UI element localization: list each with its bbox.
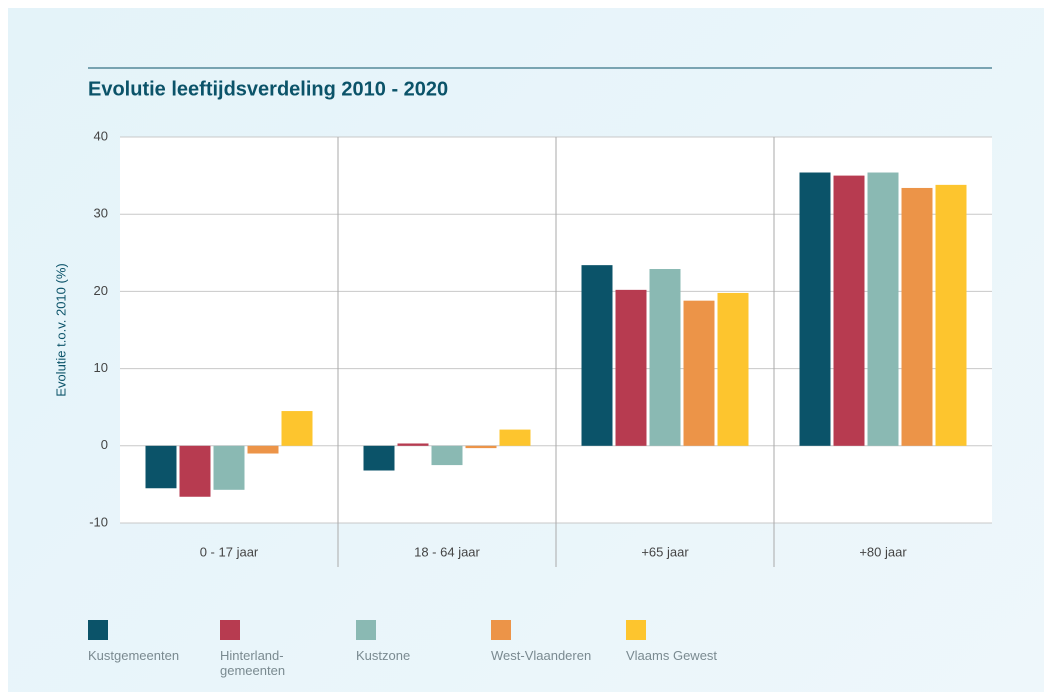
legend-label: Kustgemeenten bbox=[88, 648, 180, 663]
legend-label: Kustzone bbox=[356, 648, 411, 663]
legend-swatch bbox=[356, 620, 376, 640]
legend-item: West-Vlaanderen bbox=[491, 620, 611, 663]
x-tick-label: 18 - 64 jaar bbox=[414, 544, 480, 559]
x-tick-label: 0 - 17 jaar bbox=[200, 544, 259, 559]
bar bbox=[717, 292, 749, 446]
legend-label: Hinterland-gemeenten bbox=[220, 648, 286, 678]
bar bbox=[935, 184, 967, 446]
bar bbox=[431, 445, 463, 466]
bar bbox=[615, 289, 647, 446]
bar bbox=[281, 411, 313, 446]
bar bbox=[799, 172, 831, 446]
legend-label: West-Vlaanderen bbox=[491, 648, 592, 663]
bar bbox=[683, 300, 715, 446]
y-tick-label: 20 bbox=[94, 283, 108, 298]
bar bbox=[179, 445, 211, 497]
legend-swatch bbox=[491, 620, 511, 640]
bar bbox=[499, 429, 531, 446]
bar bbox=[397, 443, 429, 446]
y-tick-label: 40 bbox=[94, 128, 108, 143]
x-tick-label: +80 jaar bbox=[859, 544, 907, 559]
y-tick-label: 0 bbox=[101, 437, 108, 452]
bar bbox=[247, 445, 279, 454]
legend-swatch bbox=[220, 620, 240, 640]
legend-item: Vlaams Gewest bbox=[626, 620, 746, 663]
y-axis-label: Evolutie t.o.v. 2010 (%) bbox=[53, 263, 68, 396]
legend-swatch bbox=[88, 620, 108, 640]
bar bbox=[465, 445, 497, 449]
legend-swatch bbox=[626, 620, 646, 640]
x-tick-label: +65 jaar bbox=[641, 544, 689, 559]
bar bbox=[363, 445, 395, 471]
y-tick-label: 30 bbox=[94, 206, 108, 221]
legend-label: Vlaams Gewest bbox=[626, 648, 718, 663]
bar bbox=[649, 269, 681, 446]
bar bbox=[145, 445, 177, 489]
y-tick-label: -10 bbox=[89, 514, 108, 529]
bar bbox=[581, 265, 613, 446]
legend-item: Hinterland-gemeenten bbox=[220, 620, 340, 678]
bar bbox=[867, 172, 899, 446]
bar bbox=[213, 445, 245, 490]
legend-item: Kustgemeenten bbox=[88, 620, 208, 663]
chart-title: Evolutie leeftijdsverdeling 2010 - 2020 bbox=[88, 78, 448, 100]
bar bbox=[833, 175, 865, 446]
y-tick-label: 10 bbox=[94, 360, 108, 375]
bar bbox=[901, 187, 933, 446]
legend-item: Kustzone bbox=[356, 620, 476, 663]
